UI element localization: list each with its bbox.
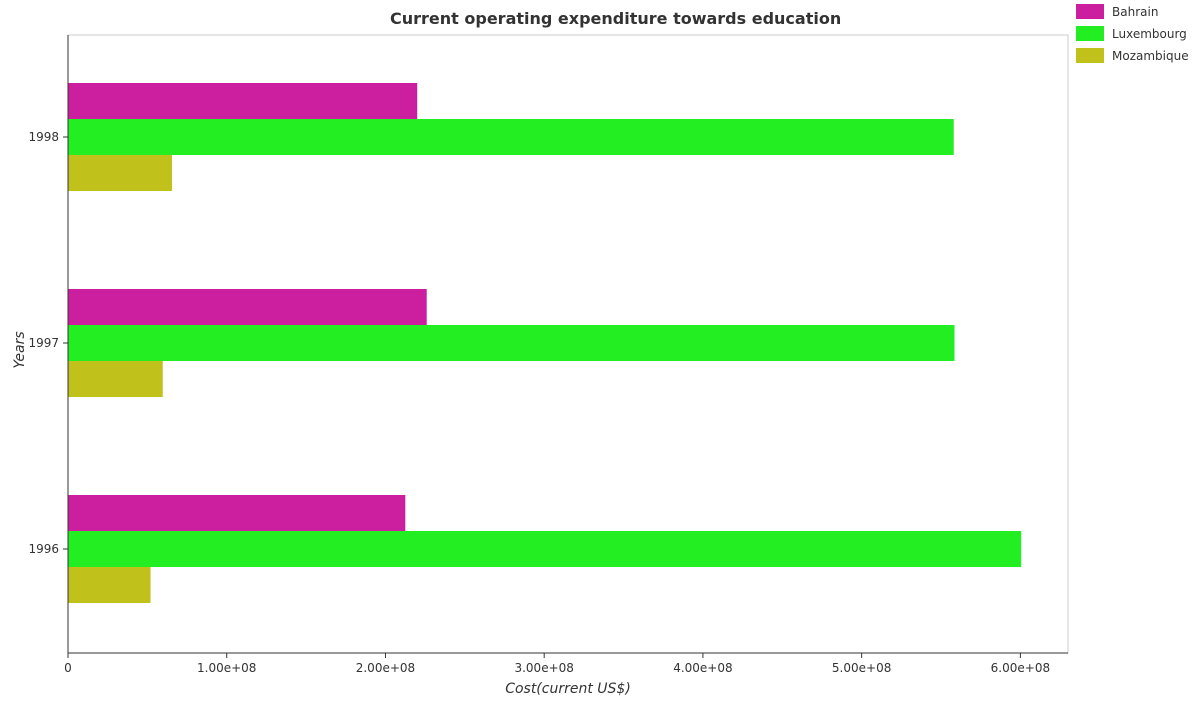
- x-tick-label: 3.00e+08: [514, 661, 573, 675]
- legend-swatch-luxembourg: [1076, 26, 1104, 41]
- x-tick-label: 0: [64, 661, 72, 675]
- x-tick-label: 1.00e+08: [197, 661, 256, 675]
- x-tick-label: 6.00e+08: [991, 661, 1050, 675]
- y-tick-label: 1996: [28, 542, 59, 556]
- bar-mozambique-1996: [68, 567, 151, 603]
- x-axis-label: Cost(current US$): [505, 681, 631, 697]
- bars-layer: [68, 83, 1022, 603]
- y-tick-label: 1997: [28, 336, 59, 350]
- legend: Bahrain Luxembourg Mozambique: [1076, 4, 1189, 63]
- bar-bahrain-1998: [68, 83, 418, 119]
- legend-label-mozambique: Mozambique: [1112, 49, 1189, 63]
- bar-luxembourg-1997: [68, 325, 955, 361]
- x-tick-label: 2.00e+08: [356, 661, 415, 675]
- y-axis: 1996 1997 1998: [28, 35, 69, 653]
- x-axis: 0 1.00e+08 2.00e+08 3.00e+08 4.00e+08 5.00e+0…: [64, 652, 1068, 675]
- bar-bahrain-1997: [68, 289, 427, 325]
- legend-label-luxembourg: Luxembourg: [1112, 27, 1187, 41]
- legend-swatch-mozambique: [1076, 48, 1104, 63]
- x-tick-label: 5.00e+08: [832, 661, 891, 675]
- bar-mozambique-1997: [68, 361, 163, 397]
- bar-bahrain-1996: [68, 495, 406, 531]
- legend-swatch-bahrain: [1076, 4, 1104, 19]
- y-tick-label: 1998: [28, 130, 59, 144]
- x-tick-label: 4.00e+08: [673, 661, 732, 675]
- legend-label-bahrain: Bahrain: [1112, 5, 1158, 19]
- chart-title: Current operating expenditure towards ed…: [390, 9, 841, 28]
- y-axis-label: Years: [12, 331, 28, 368]
- bar-luxembourg-1996: [68, 531, 1022, 567]
- bar-luxembourg-1998: [68, 119, 954, 155]
- bar-mozambique-1998: [68, 155, 172, 191]
